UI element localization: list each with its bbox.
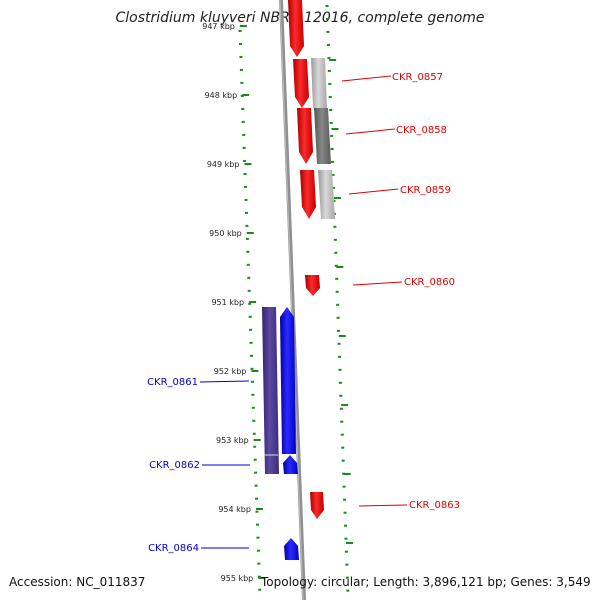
scale-tick-label: 952 kbp — [214, 367, 247, 376]
label-ckr-0858[interactable]: CKR_0858 — [345, 125, 447, 136]
scale-tick: 948 kbp — [205, 91, 250, 100]
outer-dotted-guide — [325, 4, 350, 597]
scale-ticks: 947 kbp 948 kbp 949 kbp 950 kbp 951 kbp 952 k… — [202, 22, 266, 583]
label-ckr-0862[interactable]: CKR_0862 — [149, 460, 250, 471]
label-ckr-0863[interactable]: CKR_0863 — [358, 500, 460, 511]
scale-tick-label: 953 kbp — [216, 436, 249, 445]
genome-backbone — [279, 0, 306, 600]
scale-tick: 955 kbp — [221, 574, 266, 583]
gene-arrow-ckr-0863[interactable] — [310, 492, 324, 519]
genome-summary-text: Topology: circular; Length: 3,896,121 bp… — [261, 575, 591, 589]
svg-text:CKR_0863: CKR_0863 — [409, 500, 460, 511]
scale-tick-label: 949 kbp — [207, 160, 240, 169]
scale-tick-label: 954 kbp — [218, 505, 251, 514]
accession-text: Accession: NC_011837 — [9, 575, 146, 589]
gene-arrow-ckr-0860[interactable] — [305, 275, 320, 296]
gene-arrow-ckr-0858[interactable] — [297, 108, 313, 164]
scale-tick: 951 kbp — [211, 298, 257, 307]
svg-text:CKR_0859: CKR_0859 — [400, 185, 451, 196]
feature-gray-1 — [311, 58, 327, 108]
feature-purple — [262, 307, 279, 474]
label-ckr-0864[interactable]: CKR_0864 — [148, 543, 249, 554]
scale-tick: 954 kbp — [218, 505, 263, 514]
gene-arrow-ckr-0857[interactable] — [293, 59, 309, 108]
gene-arrow-ckr-0861[interactable] — [280, 307, 296, 454]
label-ckr-0859[interactable]: CKR_0859 — [348, 185, 451, 196]
outer-scale-ticks — [329, 59, 354, 544]
gene-arrow-ckr-0859[interactable] — [300, 170, 316, 219]
scale-tick-label: 951 kbp — [211, 298, 244, 307]
gene-arrow-top-partial — [288, 0, 304, 57]
scale-tick: 949 kbp — [207, 160, 252, 169]
feature-gray-3 — [318, 170, 335, 219]
label-ckr-0861[interactable]: CKR_0861 — [147, 377, 250, 388]
gene-arrow-ckr-0864[interactable] — [284, 538, 299, 560]
scale-tick-label: 955 kbp — [221, 574, 254, 583]
svg-text:CKR_0862: CKR_0862 — [149, 460, 200, 471]
gene-arrow-ckr-0862[interactable] — [283, 455, 298, 474]
svg-text:CKR_0864: CKR_0864 — [148, 543, 199, 554]
scale-tick: 947 kbp — [202, 22, 247, 31]
feature-gray-2 — [314, 108, 331, 164]
scale-tick-label: 950 kbp — [209, 229, 242, 238]
svg-text:CKR_0857: CKR_0857 — [392, 72, 443, 83]
scale-tick: 952 kbp — [214, 367, 259, 376]
svg-text:CKR_0861: CKR_0861 — [147, 377, 198, 388]
label-ckr-0860[interactable]: CKR_0860 — [352, 277, 455, 288]
svg-text:CKR_0860: CKR_0860 — [404, 277, 455, 288]
scale-tick-label: 948 kbp — [205, 91, 238, 100]
scale-tick-label: 947 kbp — [202, 22, 235, 31]
scale-tick: 953 kbp — [216, 436, 261, 445]
svg-text:CKR_0858: CKR_0858 — [396, 125, 447, 136]
scale-tick: 950 kbp — [209, 229, 254, 238]
label-ckr-0857[interactable]: CKR_0857 — [341, 72, 443, 83]
